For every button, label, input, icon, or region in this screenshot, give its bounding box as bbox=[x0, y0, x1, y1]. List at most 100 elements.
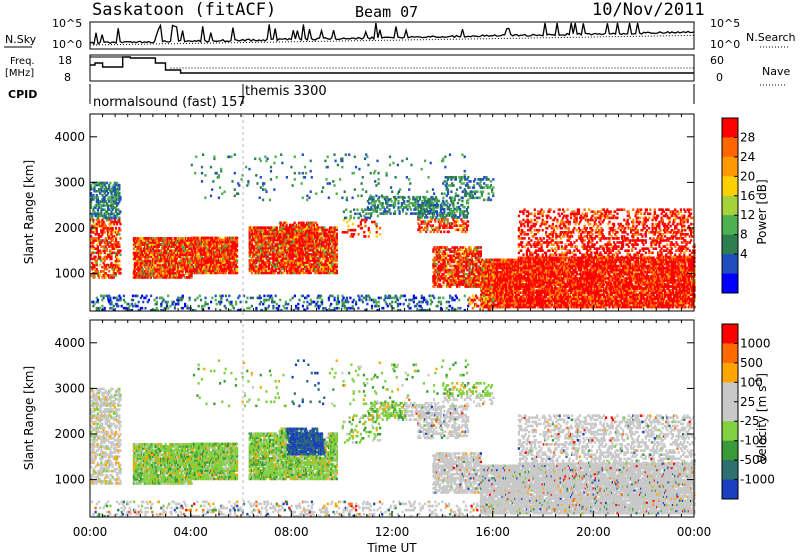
power-cell bbox=[219, 236, 222, 240]
power-cell bbox=[138, 263, 141, 267]
power-cell bbox=[93, 222, 96, 226]
power-cell bbox=[133, 251, 137, 255]
power-cell bbox=[321, 236, 324, 240]
power-cell bbox=[118, 251, 121, 255]
power-cell bbox=[144, 265, 147, 269]
power-cell bbox=[214, 244, 217, 248]
power-cell bbox=[111, 267, 114, 271]
power-cell bbox=[262, 259, 265, 262]
power-cell bbox=[228, 271, 231, 275]
power-cell bbox=[258, 263, 261, 266]
power-cell bbox=[436, 214, 439, 217]
power-cell bbox=[255, 271, 258, 275]
power-cell bbox=[119, 249, 122, 252]
power-cell bbox=[195, 261, 198, 264]
power-cell bbox=[224, 249, 227, 252]
power-cell bbox=[365, 212, 368, 216]
power-cell bbox=[100, 185, 103, 189]
power-cell bbox=[233, 236, 236, 240]
power-cell bbox=[92, 231, 95, 234]
power-cell bbox=[109, 187, 112, 191]
power-cell bbox=[96, 198, 99, 201]
power-cell bbox=[184, 265, 188, 269]
power-cell bbox=[112, 231, 115, 234]
power-cell bbox=[228, 238, 231, 242]
power-cell bbox=[95, 237, 98, 240]
power-cell bbox=[186, 257, 189, 261]
power-cell bbox=[141, 237, 144, 240]
power-cell bbox=[157, 274, 160, 277]
power-cell bbox=[97, 222, 101, 226]
power-cell bbox=[91, 265, 94, 269]
power-cell bbox=[192, 249, 196, 252]
power-cell bbox=[231, 263, 234, 266]
power-cell bbox=[175, 241, 178, 244]
sky-left-tick-bottom: 10^0 bbox=[52, 38, 82, 51]
power-cell bbox=[395, 197, 398, 201]
power-cell bbox=[209, 244, 213, 248]
power-cell bbox=[172, 265, 175, 269]
power-cell bbox=[356, 208, 359, 211]
power-cell bbox=[162, 239, 165, 242]
power-cell bbox=[145, 267, 148, 271]
cpid-program-2-id: 3300 bbox=[294, 84, 327, 99]
power-cell bbox=[118, 194, 121, 197]
power-cell bbox=[136, 267, 139, 271]
power-cell bbox=[451, 226, 454, 229]
power-cell bbox=[149, 241, 152, 244]
power-cell bbox=[228, 253, 231, 256]
power-cell bbox=[114, 247, 118, 250]
power-cell bbox=[230, 267, 233, 271]
power-cell bbox=[234, 265, 237, 268]
power-cell bbox=[92, 247, 95, 250]
power-cell bbox=[94, 206, 97, 209]
power-cell bbox=[233, 263, 236, 266]
power-cell bbox=[212, 238, 215, 242]
power-cell bbox=[183, 249, 186, 252]
power-cell bbox=[109, 228, 112, 232]
power-cell bbox=[231, 249, 234, 252]
power-cell bbox=[187, 265, 190, 269]
power-cell bbox=[190, 259, 193, 262]
power-cell bbox=[102, 226, 105, 230]
power-cell bbox=[264, 240, 267, 244]
power-cell bbox=[234, 242, 237, 246]
power-cell bbox=[109, 189, 112, 193]
power-cell bbox=[258, 230, 261, 234]
power-cell bbox=[94, 183, 97, 187]
power-cell bbox=[148, 272, 151, 275]
power-cell bbox=[117, 263, 120, 267]
power-cell bbox=[195, 259, 198, 262]
power-cell bbox=[209, 240, 213, 244]
power-cell bbox=[236, 244, 239, 248]
power-cell bbox=[158, 272, 161, 275]
power-cell bbox=[135, 276, 138, 279]
power-cell bbox=[187, 253, 190, 257]
power-cell bbox=[108, 222, 111, 226]
power-cell bbox=[109, 214, 112, 218]
power-cell bbox=[262, 255, 265, 258]
power-cell bbox=[183, 255, 186, 259]
power-cell bbox=[190, 244, 193, 248]
power-cell bbox=[152, 261, 155, 265]
power-cell bbox=[192, 236, 196, 240]
power-cell bbox=[95, 231, 98, 234]
power-cell bbox=[257, 244, 260, 248]
power-cell bbox=[188, 245, 191, 248]
power-cell bbox=[354, 212, 357, 216]
power-cell bbox=[96, 210, 99, 213]
power-cell bbox=[249, 226, 252, 229]
power-cell bbox=[104, 276, 107, 279]
power-cell bbox=[137, 255, 140, 259]
power-cell bbox=[136, 253, 139, 257]
power-cell bbox=[157, 257, 160, 261]
power-cell bbox=[173, 259, 176, 263]
power-cell bbox=[207, 238, 210, 242]
power-cell bbox=[145, 251, 148, 255]
power-cell bbox=[155, 270, 158, 273]
power-cell bbox=[101, 231, 104, 234]
power-cell bbox=[347, 228, 350, 232]
power-cell bbox=[91, 214, 94, 218]
power-cell bbox=[117, 257, 120, 261]
power-cell bbox=[165, 251, 168, 255]
